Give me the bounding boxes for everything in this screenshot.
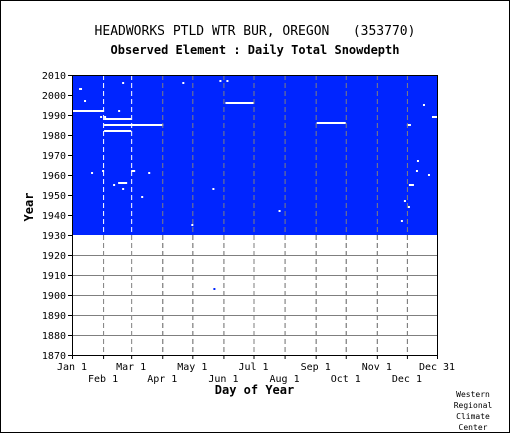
isolated-point xyxy=(427,174,430,176)
y-tick-label: 1910 xyxy=(42,271,66,282)
isolated-point xyxy=(278,210,281,212)
isolated-point xyxy=(141,196,144,198)
missing-segment xyxy=(104,130,132,132)
y-tick-label: 1880 xyxy=(42,331,66,342)
isolated-point xyxy=(226,80,229,82)
isolated-point xyxy=(213,288,216,290)
isolated-point xyxy=(148,172,151,174)
missing-segment xyxy=(131,170,136,172)
x-tick-label: Dec 31 xyxy=(419,362,455,373)
y-tick-label: 1900 xyxy=(42,291,66,302)
y-tick-label: 2010 xyxy=(42,71,66,82)
isolated-point xyxy=(182,82,185,84)
x-tick-label: Feb 1 xyxy=(88,374,118,385)
x-axis-label: Day of Year xyxy=(215,383,294,397)
isolated-point xyxy=(113,184,116,186)
y-tick-label: 1990 xyxy=(42,111,66,122)
y-tick-label: 1960 xyxy=(42,171,66,182)
x-tick-label: Nov 1 xyxy=(362,362,392,373)
y-tick-label: 2000 xyxy=(42,91,66,102)
y-tick-label: 1970 xyxy=(42,151,66,162)
data-coverage-block xyxy=(72,75,437,235)
y-tick-label: 1870 xyxy=(42,351,66,362)
isolated-point xyxy=(100,116,103,118)
missing-segment xyxy=(72,110,105,112)
credit-line-1: Western xyxy=(456,390,490,399)
y-tick-label: 1890 xyxy=(42,311,66,322)
missing-segment xyxy=(104,116,107,118)
isolated-point xyxy=(407,206,410,208)
isolated-point xyxy=(416,160,419,162)
grid-layer xyxy=(72,75,437,355)
isolated-point xyxy=(422,104,425,106)
chart-title: HEADWORKS PTLD WTR BUR, OREGON (353770) xyxy=(94,24,416,39)
credit-line-3: Climate xyxy=(456,412,490,421)
missing-segment xyxy=(225,102,255,104)
missing-segment xyxy=(406,124,411,126)
missing-segment xyxy=(104,118,132,120)
isolated-point xyxy=(118,110,121,112)
x-tick-label: Jan 1 xyxy=(57,362,87,373)
y-tick-label: 1930 xyxy=(42,231,66,242)
isolated-point xyxy=(122,82,125,84)
x-tick-label: Oct 1 xyxy=(331,374,361,385)
tick-layer: 1870 1880 1890 1900 1910 1920 1930 1940 1950 1960… xyxy=(42,71,455,385)
credit-line-2: Regional xyxy=(453,401,493,410)
x-tick-label: Jun 1 xyxy=(208,374,238,385)
y-axis-label: Year xyxy=(22,193,36,222)
y-tick-label: 1940 xyxy=(42,211,66,222)
isolated-point xyxy=(415,170,418,172)
data-layer xyxy=(72,75,437,290)
missing-segment xyxy=(118,182,128,184)
missing-segment xyxy=(79,88,83,90)
credit-line-4: Center xyxy=(458,423,488,432)
isolated-point xyxy=(219,80,222,82)
plot-border xyxy=(72,75,438,356)
isolated-point xyxy=(84,100,87,102)
isolated-point xyxy=(191,224,194,226)
x-tick-label: Dec 1 xyxy=(392,374,422,385)
missing-segment xyxy=(104,124,164,126)
isolated-point xyxy=(91,172,94,174)
x-tick-label: May 1 xyxy=(177,362,207,373)
y-tick-label: 1950 xyxy=(42,191,66,202)
isolated-point xyxy=(400,220,403,222)
isolated-point xyxy=(212,188,215,190)
y-tick-label: 1920 xyxy=(42,251,66,262)
missing-segment xyxy=(431,116,437,118)
x-tick-label: Aug 1 xyxy=(270,374,300,385)
y-tick-label: 1980 xyxy=(42,131,66,142)
chart-subtitle: Observed Element : Daily Total Snowdepth xyxy=(110,43,400,57)
wrcc-credit: Western Regional Climate Center xyxy=(448,389,498,433)
missing-segment xyxy=(408,184,414,186)
x-tick-label: Jul 1 xyxy=(238,362,268,373)
isolated-point xyxy=(403,200,406,202)
isolated-point xyxy=(122,188,125,190)
x-tick-label: Sep 1 xyxy=(301,362,331,373)
missing-segment xyxy=(316,122,346,124)
x-tick-label: Mar 1 xyxy=(116,362,146,373)
x-tick-label: Apr 1 xyxy=(147,374,177,385)
